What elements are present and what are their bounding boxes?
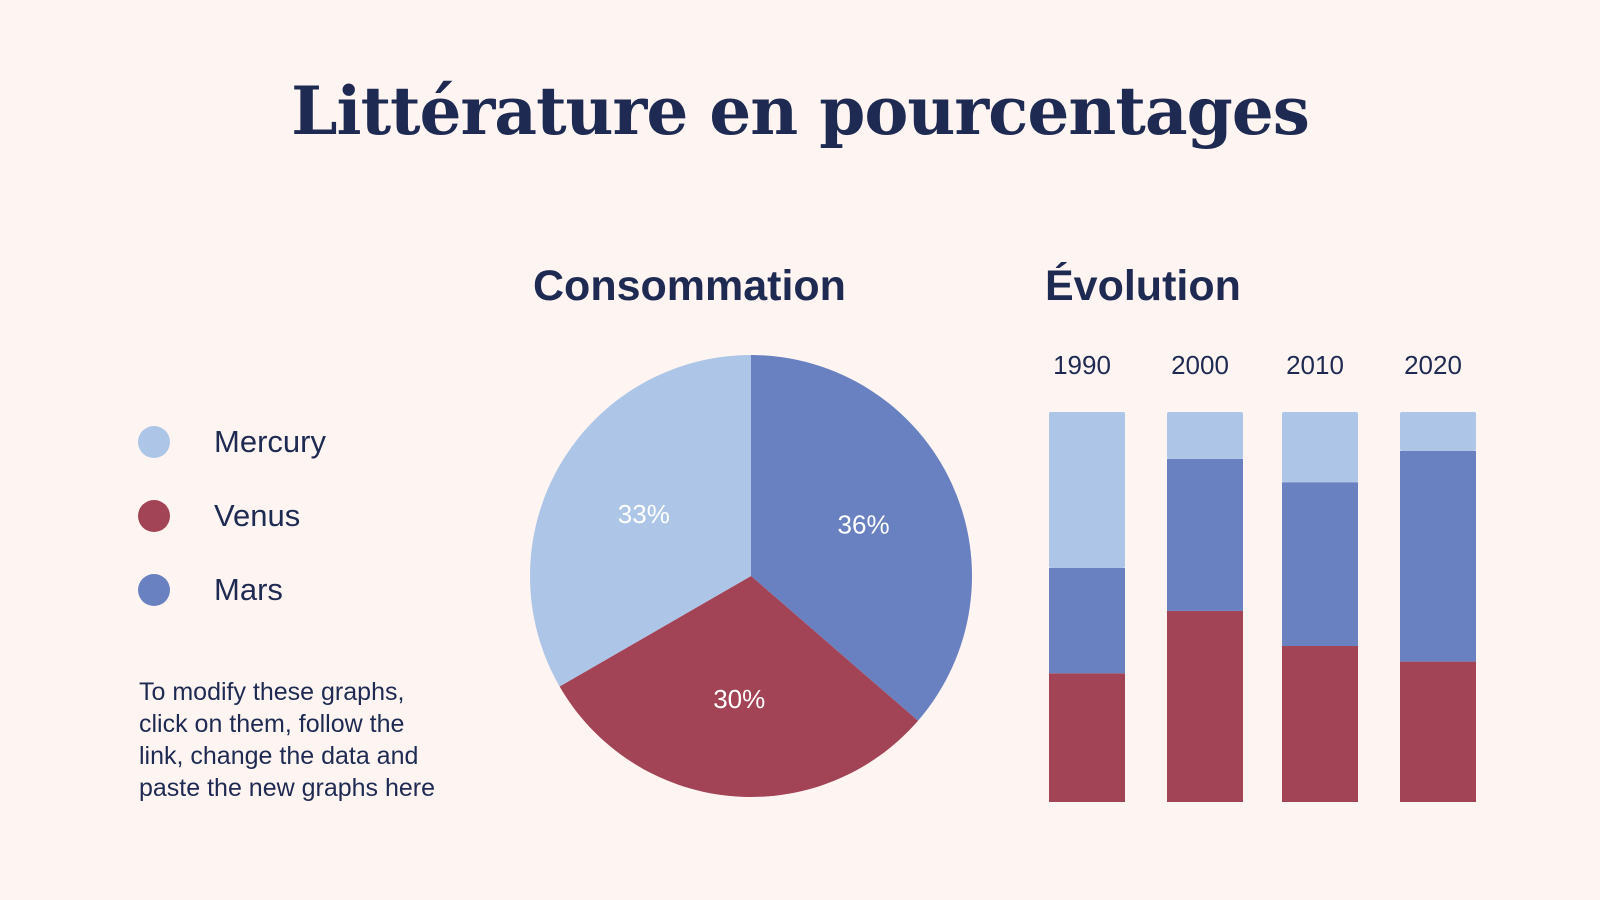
legend: Mercury Venus Mars xyxy=(138,405,326,627)
bar-segment-mars-1990 xyxy=(1049,568,1125,674)
legend-item-venus: Venus xyxy=(138,479,326,553)
legend-label: Venus xyxy=(214,498,301,533)
legend-label: Mars xyxy=(214,572,283,607)
page-title: Littérature en pourcentages xyxy=(291,72,1310,150)
bar-category-label: 1990 xyxy=(1053,350,1111,380)
pie-slice-mercury xyxy=(530,355,751,687)
legend-item-mercury: Mercury xyxy=(138,405,326,479)
bar-category-label: 2020 xyxy=(1404,350,1462,380)
bar-category-label: 2000 xyxy=(1171,350,1229,380)
instruction-note: To modify these graphs, click on them, f… xyxy=(139,678,436,802)
bar-segment-venus-1990 xyxy=(1049,673,1125,802)
bar-segment-mars-2020 xyxy=(1400,451,1476,662)
legend-item-mars: Mars xyxy=(138,553,326,627)
bar-segment-mercury-2020 xyxy=(1400,412,1476,451)
pie-chart-title: Consommation xyxy=(533,262,846,310)
bar-segment-mercury-2000 xyxy=(1167,412,1243,459)
pie-value-label: 36% xyxy=(838,510,890,540)
bar-segment-venus-2000 xyxy=(1167,610,1243,802)
pie-value-label: 33% xyxy=(618,499,670,529)
pie-value-label: 30% xyxy=(713,684,765,714)
legend-swatch-mercury xyxy=(138,426,170,458)
bar-segment-mars-2010 xyxy=(1282,482,1358,646)
pie-slice-venus xyxy=(559,576,919,797)
legend-label: Mercury xyxy=(214,424,326,459)
bar-segment-mars-2000 xyxy=(1167,458,1243,611)
bar-segment-mercury-2010 xyxy=(1282,412,1358,483)
pie-slice-mars xyxy=(751,355,973,721)
bar-segment-mercury-1990 xyxy=(1049,412,1125,568)
bar-segment-venus-2020 xyxy=(1400,661,1476,802)
bar-category-label: 2010 xyxy=(1286,350,1344,380)
bar-chart-title: Évolution xyxy=(1045,262,1241,310)
legend-swatch-mars xyxy=(138,574,170,606)
bar-segment-venus-2010 xyxy=(1282,646,1358,802)
legend-swatch-venus xyxy=(138,500,170,532)
